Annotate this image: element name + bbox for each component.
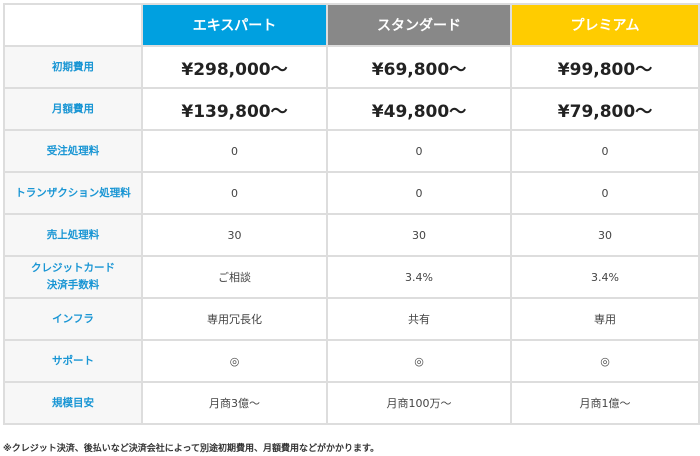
row-credit-card-fee: クレジットカード 決済手数料 ご相談 3.4% 3.4% xyxy=(3,255,700,299)
cell-premium: 0 xyxy=(510,171,700,215)
double-circle-icon: ◎ xyxy=(326,339,512,383)
row-transaction-fee: トランザクション処理料 0 0 0 xyxy=(3,171,700,215)
plan-header-premium: プレミアム xyxy=(510,3,700,47)
cell-premium: 30 xyxy=(510,213,700,257)
row-infrastructure: インフラ 専用冗長化 共有 専用 xyxy=(3,297,700,341)
double-circle-icon: ◎ xyxy=(510,339,700,383)
cell-premium: 専用 xyxy=(510,297,700,341)
cell-standard: 月商100万〜 xyxy=(326,381,512,425)
row-label: クレジットカード 決済手数料 xyxy=(3,255,143,299)
cell-expert: 30 xyxy=(141,213,328,257)
cell-standard: 0 xyxy=(326,171,512,215)
row-label: インフラ xyxy=(3,297,143,341)
cell-expert: 0 xyxy=(141,129,328,173)
plan-header-standard: スタンダード xyxy=(326,3,512,47)
double-circle-icon: ◎ xyxy=(141,339,328,383)
row-label: 売上処理料 xyxy=(3,213,143,257)
header-blank-cell xyxy=(3,3,143,47)
row-support: サポート ◎ ◎ ◎ xyxy=(3,339,700,383)
row-order-processing-fee: 受注処理料 0 0 0 xyxy=(3,129,700,173)
pricing-comparison-table: エキスパート スタンダード プレミアム 初期費用 ¥298,000〜 ¥69,8… xyxy=(3,3,700,425)
row-label: 規模目安 xyxy=(3,381,143,425)
row-label: 受注処理料 xyxy=(3,129,143,173)
row-label: トランザクション処理料 xyxy=(3,171,143,215)
cell-premium: ¥99,800〜 xyxy=(510,45,700,89)
cell-standard: ¥49,800〜 xyxy=(326,87,512,131)
row-label: サポート xyxy=(3,339,143,383)
cell-expert: ¥139,800〜 xyxy=(141,87,328,131)
cell-premium: 0 xyxy=(510,129,700,173)
footnote: ※クレジット決済、後払いなど決済会社によって別途初期費用、月額費用などがかかりま… xyxy=(3,444,380,454)
cell-standard: 共有 xyxy=(326,297,512,341)
row-label: 月額費用 xyxy=(3,87,143,131)
plan-header-expert: エキスパート xyxy=(141,3,328,47)
table-header-row: エキスパート スタンダード プレミアム xyxy=(3,3,700,47)
cell-premium: 月商1億〜 xyxy=(510,381,700,425)
cell-standard: 3.4% xyxy=(326,255,512,299)
row-sales-processing-fee: 売上処理料 30 30 30 xyxy=(3,213,700,257)
row-monthly-fee: 月額費用 ¥139,800〜 ¥49,800〜 ¥79,800〜 xyxy=(3,87,700,131)
cell-expert: ¥298,000〜 xyxy=(141,45,328,89)
cell-premium: ¥79,800〜 xyxy=(510,87,700,131)
row-initial-fee: 初期費用 ¥298,000〜 ¥69,800〜 ¥99,800〜 xyxy=(3,45,700,89)
row-label: 初期費用 xyxy=(3,45,143,89)
cell-standard: 0 xyxy=(326,129,512,173)
cell-expert: ご相談 xyxy=(141,255,328,299)
row-scale-guide: 規模目安 月商3億〜 月商100万〜 月商1億〜 xyxy=(3,381,700,425)
cell-expert: 専用冗長化 xyxy=(141,297,328,341)
cell-expert: 0 xyxy=(141,171,328,215)
cell-expert: 月商3億〜 xyxy=(141,381,328,425)
cell-premium: 3.4% xyxy=(510,255,700,299)
cell-standard: ¥69,800〜 xyxy=(326,45,512,89)
cell-standard: 30 xyxy=(326,213,512,257)
